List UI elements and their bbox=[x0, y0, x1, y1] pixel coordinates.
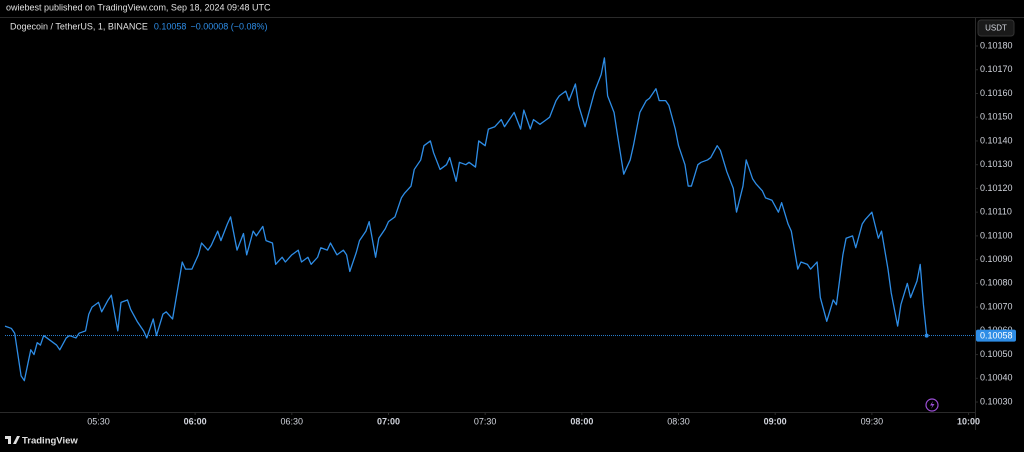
x-tick-label: 08:30 bbox=[667, 416, 690, 426]
y-tick-label: 0.10130 bbox=[980, 159, 1013, 169]
x-tick-label: 05:30 bbox=[87, 416, 110, 426]
y-tick-label: 0.10070 bbox=[980, 301, 1013, 311]
brand-text: TradingView bbox=[22, 436, 78, 447]
currency-button[interactable] bbox=[977, 19, 1015, 37]
y-tick-label: 0.10140 bbox=[980, 135, 1013, 145]
alert-bolt bbox=[930, 401, 935, 409]
alert-icon[interactable] bbox=[925, 398, 939, 412]
x-tick-label: 08:00 bbox=[570, 416, 593, 426]
y-tick-label: 0.10100 bbox=[980, 230, 1013, 240]
y-tick-label: 0.10080 bbox=[980, 278, 1013, 288]
y-tick-label: 0.10030 bbox=[980, 396, 1013, 406]
y-tick-label: 0.10050 bbox=[980, 349, 1013, 359]
x-tick-label: 06:00 bbox=[184, 416, 207, 426]
brand-logo: TradingView bbox=[5, 436, 78, 447]
x-tick-label: 07:00 bbox=[377, 416, 400, 426]
last-point bbox=[924, 333, 929, 338]
last-price-tag bbox=[976, 329, 1016, 342]
last-price: 0.10058 bbox=[154, 21, 187, 31]
symbol-title: Dogecoin / TetherUS, 1, BINANCE bbox=[10, 21, 148, 31]
brand-mark bbox=[5, 436, 20, 444]
y-tick-label: 0.10170 bbox=[980, 64, 1013, 74]
price-line bbox=[4, 57, 928, 382]
y-tick-label: 0.10150 bbox=[980, 112, 1013, 122]
price-change: −0.00008 (−0.08%) bbox=[190, 21, 267, 31]
last-price-tag-label: 0.10058 bbox=[980, 330, 1013, 340]
y-tick-label: 0.10040 bbox=[980, 373, 1013, 383]
y-tick-label: 0.10180 bbox=[980, 40, 1013, 50]
publisher-line: owiebest published on TradingView.com, S… bbox=[6, 2, 271, 12]
y-tick-label: 0.10120 bbox=[980, 183, 1013, 193]
x-tick-label: 09:00 bbox=[764, 416, 787, 426]
x-tick-label: 10:00 bbox=[957, 416, 980, 426]
x-tick-label: 06:30 bbox=[281, 416, 304, 426]
y-tick-label: 0.10090 bbox=[980, 254, 1013, 264]
y-tick-label: 0.10110 bbox=[980, 207, 1012, 217]
currency-label[interactable]: USDT bbox=[985, 24, 1007, 33]
y-tick-label: 0.10160 bbox=[980, 88, 1013, 98]
x-tick-label: 09:30 bbox=[861, 416, 884, 426]
x-tick-label: 07:30 bbox=[474, 416, 497, 426]
